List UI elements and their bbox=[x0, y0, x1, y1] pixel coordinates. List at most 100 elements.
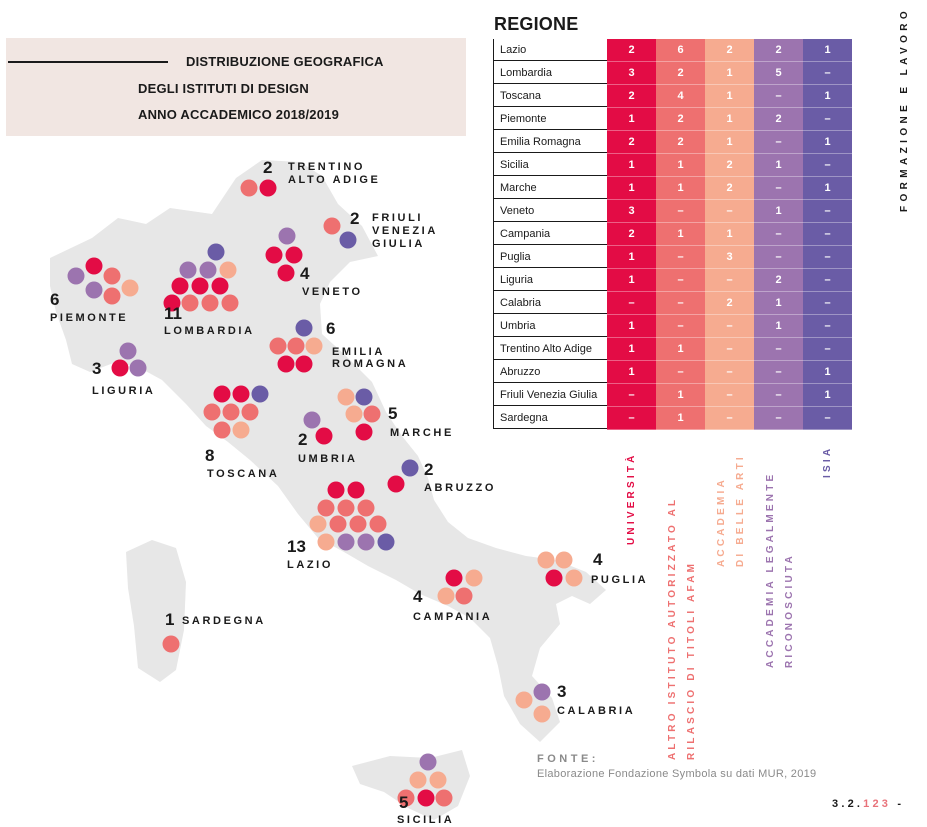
value-cell: – bbox=[803, 407, 852, 430]
institute-dot bbox=[315, 427, 333, 445]
value-cell: 2 bbox=[705, 39, 754, 62]
value-cell: 1 bbox=[803, 39, 852, 62]
institute-dot bbox=[285, 246, 303, 264]
page-number: 3.2.123 - bbox=[832, 798, 904, 810]
institute-dot bbox=[85, 257, 103, 275]
chart-title-line-1: DISTRIBUZIONE GEOGRAFICA bbox=[186, 54, 384, 69]
value-cell: – bbox=[656, 292, 705, 315]
column-label: ACCADEMIA bbox=[715, 477, 727, 567]
table-row: Marche 1 1 2–1 bbox=[494, 177, 856, 200]
institute-dot bbox=[103, 287, 121, 305]
institute-dot bbox=[251, 385, 269, 403]
table-title: REGIONE bbox=[494, 14, 579, 34]
institute-dot bbox=[163, 294, 181, 312]
value-cell: 3 bbox=[607, 62, 656, 85]
institute-dot bbox=[329, 515, 347, 533]
institute-dot bbox=[119, 342, 137, 360]
source-text: Elaborazione Fondazione Symbola su dati … bbox=[537, 768, 817, 780]
institute-dot bbox=[219, 261, 237, 279]
calabria-count: 3 bbox=[557, 682, 567, 701]
veneto-label: VENETO bbox=[302, 286, 363, 298]
puglia-count: 4 bbox=[593, 550, 603, 569]
value-cell: – bbox=[803, 338, 852, 361]
value-cell: – bbox=[754, 407, 803, 430]
value-cell: – bbox=[754, 361, 803, 384]
value-cell: – bbox=[803, 315, 852, 338]
chart-title-line-3: ANNO ACCADEMICO 2018/2019 bbox=[138, 107, 340, 122]
table-row: Emilia Romagna 2 2 1–1 bbox=[494, 131, 856, 154]
institute-dot bbox=[345, 405, 363, 423]
value-cell: 1 bbox=[803, 384, 852, 407]
value-cell: 1 bbox=[705, 223, 754, 246]
column-label: RILASCIO DI TITOLI AFAM bbox=[685, 560, 697, 760]
institute-dot bbox=[121, 279, 139, 297]
value-cell: 1 bbox=[803, 177, 852, 200]
piemonte-count: 6 bbox=[50, 290, 60, 309]
sardegna-count: 1 bbox=[165, 610, 175, 629]
trentino-count: 2 bbox=[263, 158, 273, 177]
trentino-label-1: TRENTINO bbox=[288, 161, 366, 173]
value-cell: 2 bbox=[754, 39, 803, 62]
institute-dot bbox=[213, 385, 231, 403]
umbria-label: UMBRIA bbox=[298, 453, 358, 465]
value-cell: 2 bbox=[705, 154, 754, 177]
institute-dot bbox=[232, 385, 250, 403]
institute-dot bbox=[240, 179, 258, 197]
value-cell: – bbox=[803, 246, 852, 269]
region-name-cell: Lazio bbox=[494, 39, 607, 61]
table-row: Sicilia 1 1 2 1– bbox=[494, 154, 856, 177]
institute-dot bbox=[222, 403, 240, 421]
region-name-cell: Sardegna bbox=[494, 407, 607, 429]
value-cell: 2 bbox=[607, 223, 656, 246]
value-cell: – bbox=[656, 361, 705, 384]
value-cell: 1 bbox=[607, 246, 656, 269]
institute-dot bbox=[317, 533, 335, 551]
region-name-cell: Veneto bbox=[494, 200, 607, 222]
institute-dot bbox=[211, 277, 229, 295]
value-cell: 1 bbox=[803, 85, 852, 108]
value-cell: – bbox=[656, 315, 705, 338]
institute-dot bbox=[303, 411, 321, 429]
sicilia-label: SICILIA bbox=[397, 814, 455, 826]
institute-dot bbox=[213, 421, 231, 439]
value-cell: – bbox=[754, 338, 803, 361]
table-row: Toscana 2 4 1–1 bbox=[494, 85, 856, 108]
institute-dot bbox=[199, 261, 217, 279]
institute-dot bbox=[181, 294, 199, 312]
value-cell: 2 bbox=[705, 177, 754, 200]
institute-dot bbox=[347, 481, 365, 499]
institute-dot bbox=[401, 459, 419, 477]
lombardia-count: 11 bbox=[164, 304, 182, 323]
page-number-suffix: - bbox=[891, 798, 905, 810]
institute-dot bbox=[445, 569, 463, 587]
table-row: Liguria 1– –2– bbox=[494, 269, 856, 292]
value-cell: 2 bbox=[705, 292, 754, 315]
value-cell: 1 bbox=[607, 361, 656, 384]
institute-dot bbox=[327, 481, 345, 499]
value-cell: – bbox=[656, 269, 705, 292]
chart-title-line-2: DEGLI ISTITUTI DI DESIGN bbox=[138, 81, 309, 96]
liguria-label: LIGURIA bbox=[92, 385, 156, 397]
title-box bbox=[6, 38, 466, 136]
institute-dot bbox=[179, 261, 197, 279]
umbria-count: 2 bbox=[298, 430, 308, 449]
institute-dot bbox=[565, 569, 583, 587]
sardinia bbox=[126, 540, 186, 682]
value-cell: – bbox=[803, 269, 852, 292]
institute-dot bbox=[377, 533, 395, 551]
column-label: DI BELLE ARTI bbox=[734, 454, 746, 567]
institute-dot bbox=[455, 587, 473, 605]
value-cell: 2 bbox=[656, 131, 705, 154]
value-cell: – bbox=[754, 384, 803, 407]
institute-dot bbox=[419, 753, 437, 771]
institute-dot bbox=[305, 337, 323, 355]
veneto-count: 4 bbox=[300, 264, 310, 283]
emilia-count: 6 bbox=[326, 319, 336, 338]
friuli-label-1: FRIULI bbox=[372, 212, 424, 224]
friuli-count: 2 bbox=[350, 209, 360, 228]
institute-dot bbox=[191, 277, 209, 295]
region-name-cell: Marche bbox=[494, 177, 607, 199]
sicilia-count: 5 bbox=[399, 793, 409, 812]
institute-dot bbox=[67, 267, 85, 285]
institute-dot bbox=[111, 359, 129, 377]
